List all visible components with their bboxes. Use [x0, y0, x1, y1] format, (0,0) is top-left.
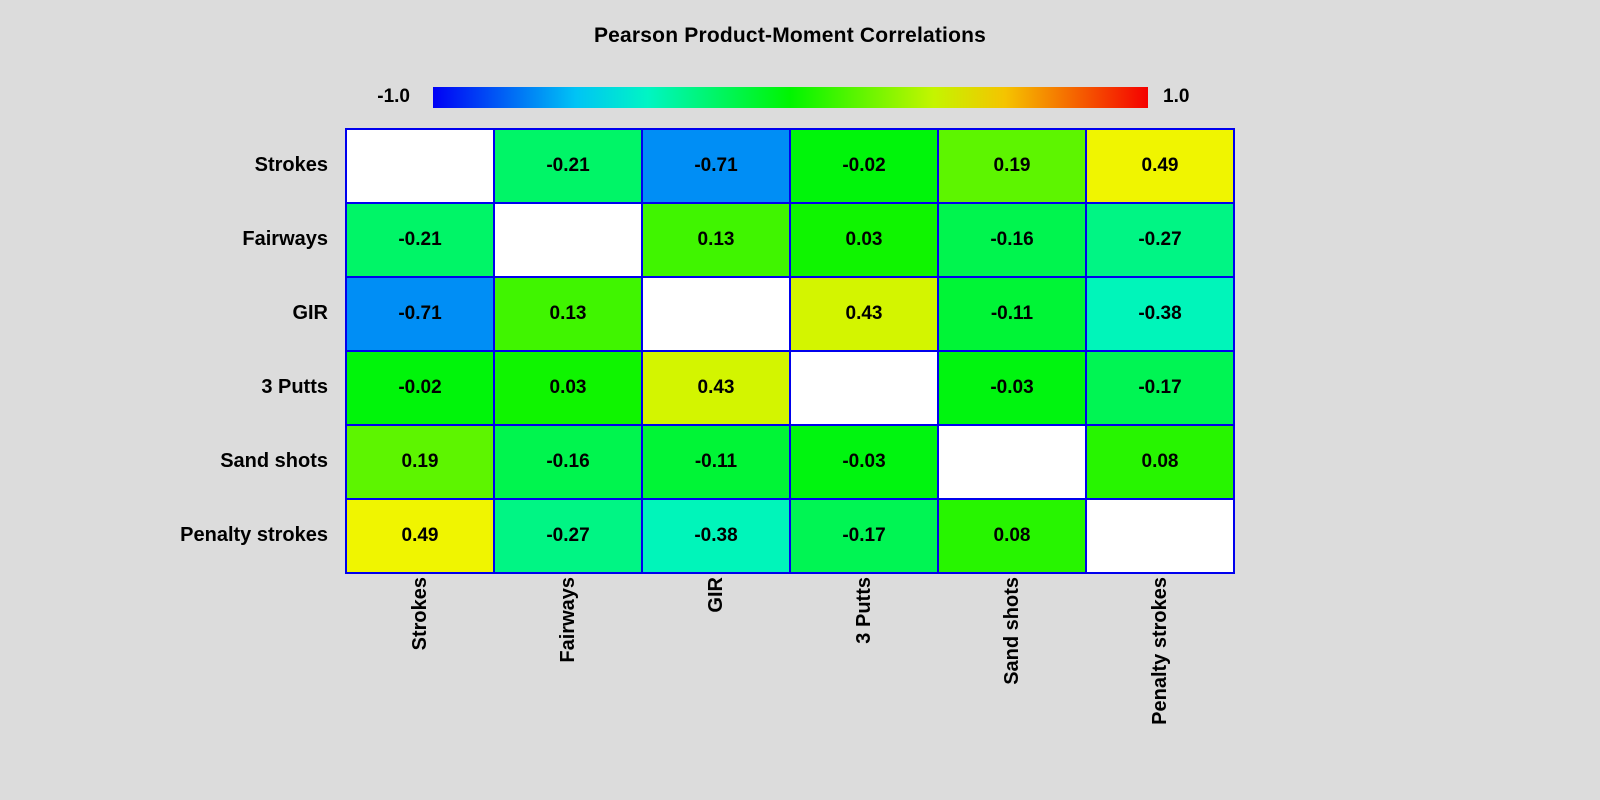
column-label: GIR: [705, 577, 727, 613]
colorbar-min-label: -1.0: [377, 86, 410, 107]
row-label: Strokes: [254, 153, 328, 176]
matrix-cell: [1087, 500, 1233, 572]
matrix-cell: -0.16: [495, 426, 641, 498]
matrix-cell: [643, 278, 789, 350]
matrix-cell: -0.21: [347, 204, 493, 276]
row-label: Sand shots: [220, 449, 328, 472]
row-labels: Strokes Fairways GIR 3 Putts Sand shots Penal…: [0, 128, 328, 572]
matrix-cell: 0.08: [1087, 426, 1233, 498]
matrix-cell: 0.19: [939, 130, 1085, 202]
matrix-cell: [495, 204, 641, 276]
matrix-cell: 0.13: [495, 278, 641, 350]
matrix-cell: -0.71: [643, 130, 789, 202]
matrix-cell: [939, 426, 1085, 498]
row-label: 3 Putts: [261, 375, 328, 398]
matrix-cell: -0.16: [939, 204, 1085, 276]
matrix-cell: -0.27: [495, 500, 641, 572]
matrix-cell: [791, 352, 937, 424]
matrix-cell: -0.21: [495, 130, 641, 202]
matrix-cell: 0.49: [347, 500, 493, 572]
matrix-cell: 0.03: [791, 204, 937, 276]
column-label: Penalty strokes: [1149, 577, 1171, 725]
matrix-cell: -0.17: [1087, 352, 1233, 424]
correlation-matrix: -0.21 -0.71 -0.02 0.19 0.49 -0.21 0.13 0.03 -0.1…: [345, 128, 1235, 574]
matrix-cell: -0.02: [347, 352, 493, 424]
matrix-cell: 0.13: [643, 204, 789, 276]
column-label: 3 Putts: [853, 577, 875, 644]
chart-title: Pearson Product-Moment Correlations: [593, 24, 987, 47]
matrix-cell: 0.49: [1087, 130, 1233, 202]
matrix-cell: -0.03: [791, 426, 937, 498]
matrix-cell: [347, 130, 493, 202]
matrix-cell: -0.71: [347, 278, 493, 350]
matrix-cell: 0.03: [495, 352, 641, 424]
matrix-cell: 0.19: [347, 426, 493, 498]
colorbar-max-label: 1.0: [1163, 86, 1190, 107]
matrix-cell: -0.02: [791, 130, 937, 202]
matrix-cell: -0.11: [939, 278, 1085, 350]
matrix-cell: 0.43: [791, 278, 937, 350]
matrix-cell: -0.38: [1087, 278, 1233, 350]
matrix-cell: 0.43: [643, 352, 789, 424]
matrix-cell: -0.11: [643, 426, 789, 498]
matrix-cell: -0.17: [791, 500, 937, 572]
column-label: Fairways: [557, 577, 579, 663]
matrix-cell: -0.03: [939, 352, 1085, 424]
column-label: Sand shots: [1001, 577, 1023, 685]
column-label: Strokes: [409, 577, 431, 651]
row-label: GIR: [292, 301, 328, 324]
row-label: Penalty strokes: [180, 523, 328, 546]
matrix-cell: -0.27: [1087, 204, 1233, 276]
matrix-cell: 0.08: [939, 500, 1085, 572]
row-label: Fairways: [242, 227, 328, 250]
matrix-cell: -0.38: [643, 500, 789, 572]
colorbar-gradient: [433, 87, 1148, 108]
